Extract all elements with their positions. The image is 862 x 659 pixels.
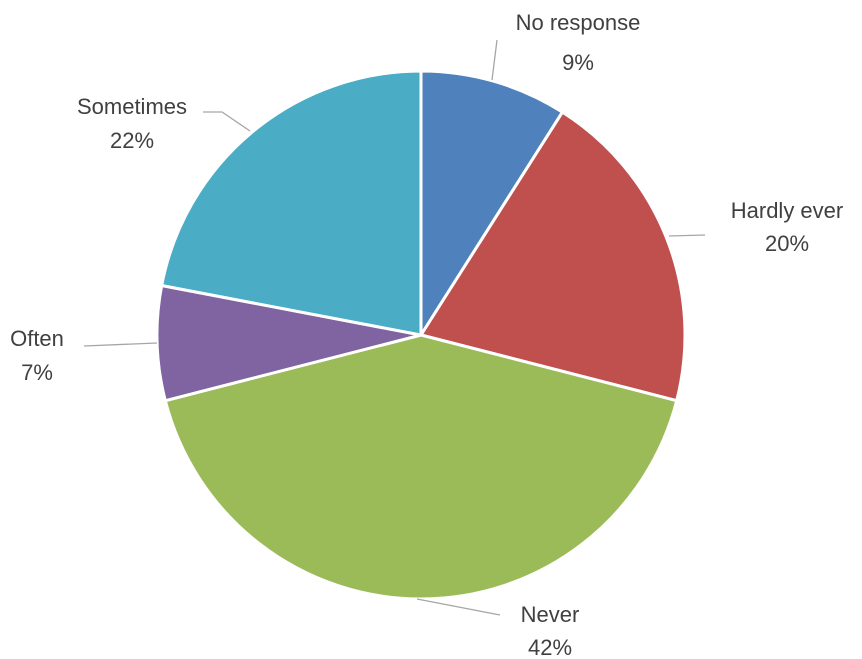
leader-lines [83,39,706,616]
leader-line-never [416,598,501,616]
pie-slice-sometimes [160,69,423,337]
data-label-category-often: Often [10,326,64,351]
pie-slices [155,69,687,601]
pie-slice-often [155,284,423,403]
leader-line-no-response [491,39,498,81]
data-label-category-no-response: No response [516,10,641,35]
data-labels: No response 9% Hardly ever 20% Never 42% Often… [10,10,843,659]
pie-slice-hardly-ever [419,110,687,403]
pie-slice-no-response [419,69,564,337]
data-label-percent-no-response: 9% [562,50,594,75]
data-label-category-hardly-ever: Hardly ever [731,198,843,223]
leader-line-hardly-ever [668,234,706,237]
data-label-percent-sometimes: 22% [110,128,154,153]
data-label-category-sometimes: Sometimes [77,94,187,119]
leader-line-sometimes [203,111,251,132]
data-label-percent-never: 42% [528,635,572,659]
data-label-percent-often: 7% [21,360,53,385]
pie-slice-never [163,333,679,601]
data-label-percent-hardly-ever: 20% [765,231,809,256]
data-label-category-never: Never [521,602,580,627]
leader-line-often [83,342,158,347]
